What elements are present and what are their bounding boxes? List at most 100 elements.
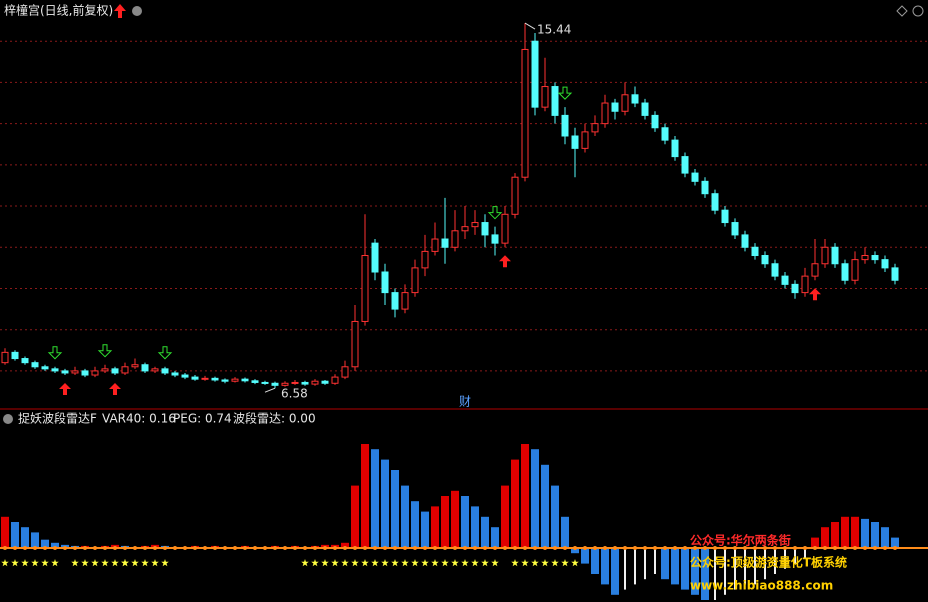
menu-button[interactable] [132,6,142,16]
candle-body [451,230,459,248]
zero-dot [263,546,267,550]
zero-dot [633,546,637,550]
zero-dot [483,546,487,550]
zero-dot [663,546,667,550]
zero-dot [163,546,167,550]
zero-dot [493,546,497,550]
candle-body [821,246,829,265]
chart-layer: 15.44 6.58 财 [0,23,928,600]
star-signal [101,559,109,567]
bar [724,548,726,595]
candle-body [761,255,769,265]
candle-body [371,242,379,273]
candle-body [351,320,359,368]
candle-body [21,358,29,364]
zero-dot [13,546,17,550]
candle-body [211,377,219,381]
candle-body [231,378,239,382]
up-icon [114,4,126,18]
zero-dot [683,546,687,550]
bar [381,459,389,548]
zero-dot [153,546,157,550]
bar [581,548,589,564]
zero-dot [473,546,477,550]
star-signal [141,559,149,567]
candle-body [601,102,609,125]
zero-dot [753,546,757,550]
candle-body [671,139,679,158]
candle-body [481,222,489,236]
zero-dot [703,546,707,550]
candle-body [191,376,199,380]
star-signal [131,559,139,567]
diamond-button[interactable] [896,5,908,17]
candle-body [831,246,839,265]
indicator-value: VAR40: 0.16 [102,412,176,426]
star-signal [391,559,399,567]
watermark: www.zhibiao888.com [690,579,833,593]
star-signal [401,559,409,567]
candle-body [81,370,89,376]
zero-dot [803,546,807,550]
bar [471,506,479,548]
zero-dot [513,546,517,550]
candle-body [711,193,719,211]
candle-body [251,380,259,383]
zero-dot [593,546,597,550]
star-signal [91,559,99,567]
candle-body [521,48,529,178]
star-signal [521,559,529,567]
zero-dot [843,546,847,550]
settings-button[interactable] [912,5,924,17]
bar [861,518,869,548]
candle-body [591,123,599,133]
star-signal [1,559,9,567]
star-signal [121,559,129,567]
candle-body [501,213,509,244]
bar [691,548,699,595]
zero-dot [23,546,27,550]
zero-dot [123,546,127,550]
bar [601,548,609,585]
indicator-value: 波段雷达: 0.00 [233,411,316,426]
bar [451,490,459,548]
zero-dot [613,546,617,550]
candle-body [561,114,569,137]
zero-dot [93,546,97,550]
candle-body [441,238,449,248]
candle-body [571,135,579,149]
star-signal [491,559,499,567]
zero-dot [533,546,537,550]
bar [441,496,449,548]
candle-body [461,226,469,232]
zero-dot [183,546,187,550]
star-signal [31,559,39,567]
sell-signal [557,86,573,100]
zero-dot [253,546,257,550]
star-signal [311,559,319,567]
candle-body [871,255,879,261]
candle-body [681,156,689,174]
zero-dot [503,546,507,550]
candle-body [791,283,799,294]
star-signal [441,559,449,567]
bar [461,496,469,548]
zero-dot [673,546,677,550]
zero-dot [363,546,367,550]
candle-body [551,86,559,116]
zero-dot [133,546,137,550]
candle-body [41,366,49,370]
zero-dot [33,546,37,550]
zero-dot [343,546,347,550]
star-signal [331,559,339,567]
bar [764,548,766,580]
candle-body [611,102,619,112]
zero-dot [393,546,397,550]
zero-dot [3,546,7,550]
indicator-menu[interactable] [3,414,13,424]
bar [804,548,806,559]
star-signal [111,559,119,567]
zero-dot [813,546,817,550]
zero-dot [143,546,147,550]
zero-dot [543,546,547,550]
